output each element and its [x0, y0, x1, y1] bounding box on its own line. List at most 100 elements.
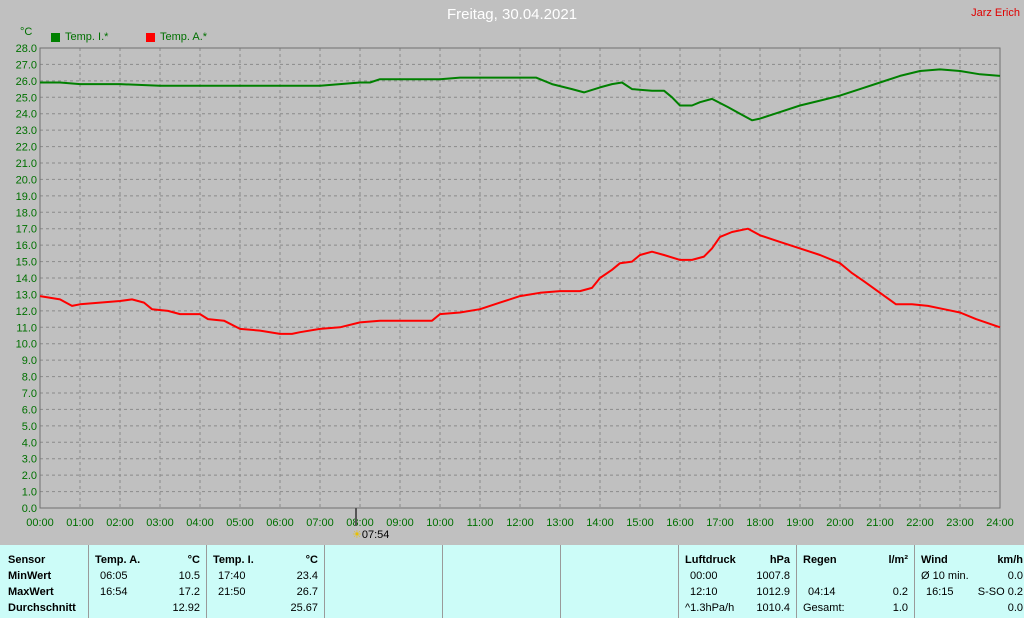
wind-unit: km/h	[997, 554, 1023, 566]
y-tick-label: 5.0	[22, 421, 37, 433]
x-tick-label: 09:00	[386, 517, 414, 529]
x-tick-label: 17:00	[706, 517, 734, 529]
legend-swatch-indoor	[51, 32, 60, 42]
y-tick-label: 0.0	[22, 503, 37, 515]
row-label-max: MaxWert	[8, 586, 54, 598]
y-tick-label: 2.0	[22, 470, 37, 482]
y-tick-label: 8.0	[22, 372, 37, 384]
temp-i-header: Temp. I.	[213, 554, 254, 566]
temp-i-unit: °C	[305, 554, 318, 566]
sensor-header: Sensor	[8, 554, 46, 566]
x-tick-label: 18:00	[746, 517, 774, 529]
y-axis-unit: °C	[20, 26, 33, 38]
y-tick-label: 22.0	[16, 142, 37, 154]
x-tick-label: 01:00	[66, 517, 94, 529]
y-tick-label: 19.0	[16, 191, 37, 203]
y-tick-label: 28.0	[16, 43, 37, 55]
wind-header: Wind	[921, 554, 948, 566]
y-tick-label: 15.0	[16, 257, 37, 269]
temp-a-column: Temp. A. °C 06:05 10.5 16:54 17.2 12.92	[88, 545, 206, 618]
temp-a-header: Temp. A.	[95, 554, 141, 566]
x-tick-label: 14:00	[586, 517, 614, 529]
temp-i-min: 23.4	[296, 570, 318, 582]
temp-a-min-time: 06:05	[100, 570, 128, 582]
legend-item-outdoor: Temp. A.*	[146, 31, 207, 43]
y-tick-label: 11.0	[16, 322, 37, 334]
x-tick-label: 06:00	[266, 517, 294, 529]
x-tick-label: 23:00	[946, 517, 974, 529]
x-tick-label: 03:00	[146, 517, 174, 529]
y-tick-label: 12.0	[16, 306, 37, 318]
x-tick-label: 20:00	[826, 517, 854, 529]
y-tick-label: 21.0	[16, 158, 37, 170]
y-tick-label: 23.0	[16, 125, 37, 137]
wind-avg-label: Ø 10 min.	[921, 570, 969, 582]
rain-unit: l/m²	[888, 554, 908, 566]
x-tick-label: 07:00	[306, 517, 334, 529]
plot-frame	[39, 47, 1001, 509]
wind-max-time: 16:15	[926, 586, 954, 598]
pressure-min: 1007.8	[756, 570, 790, 582]
y-tick-label: 24.0	[16, 109, 37, 121]
y-axis-ticks: 0.0 1.0 2.0 3.0 4.0 5.0 6.0 7.0 8.0 9.0 10.0 11.0 12…	[16, 43, 37, 515]
x-tick-label: 10:00	[426, 517, 454, 529]
x-tick-label: 05:00	[226, 517, 254, 529]
stats-table: Sensor MinWert MaxWert Durchschnitt Temp…	[0, 545, 1024, 618]
y-tick-label: 26.0	[16, 76, 37, 88]
x-tick-label: 19:00	[786, 517, 814, 529]
row-label-avg: Durchschnitt	[8, 602, 76, 614]
pressure-min-time: 00:00	[690, 570, 718, 582]
x-tick-label: 02:00	[106, 517, 134, 529]
x-tick-label: 16:00	[666, 517, 694, 529]
y-tick-label: 25.0	[16, 92, 37, 104]
temp-a-avg: 12.92	[172, 602, 200, 614]
x-tick-label: 12:00	[506, 517, 534, 529]
y-tick-label: 27.0	[16, 59, 37, 71]
sun-icon: ☀	[352, 529, 362, 541]
x-tick-label: 08:00	[346, 517, 374, 529]
wind-column: Wind km/h Ø 10 min. 0.0 16:15 S-SO 0.2 0…	[914, 545, 1024, 618]
temp-i-max: 26.7	[296, 586, 318, 598]
x-tick-label: 15:00	[626, 517, 654, 529]
rain-total-label: Gesamt:	[803, 602, 845, 614]
pressure-avg: 1010.4	[756, 602, 790, 614]
y-tick-label: 17.0	[16, 224, 37, 236]
legend-label-indoor: Temp. I.*	[65, 31, 109, 43]
row-label-min: MinWert	[8, 570, 52, 582]
x-tick-label: 21:00	[866, 517, 894, 529]
wind-avg: 0.0	[1007, 570, 1023, 582]
y-tick-label: 6.0	[22, 404, 37, 416]
y-tick-label: 18.0	[16, 207, 37, 219]
x-axis-ticks: 00:00 01:00 02:00 03:00 04:00 05:00 06:00 07:00…	[26, 517, 1014, 529]
rain-max-time: 04:14	[808, 586, 836, 598]
rain-header: Regen	[803, 554, 837, 566]
pressure-header: Luftdruck	[685, 554, 736, 566]
pressure-max-time: 12:10	[690, 586, 718, 598]
temp-i-max-time: 21:50	[218, 586, 246, 598]
chart-title: Freitag, 30.04.2021	[446, 6, 578, 23]
rain-max: 0.2	[892, 586, 908, 598]
legend-item-indoor: Temp. I.*	[51, 31, 108, 43]
temp-i-min-time: 17:40	[218, 570, 246, 582]
wind-max: S-SO 0.2	[977, 586, 1023, 598]
pressure-column: Luftdruck hPa 00:00 1007.8 12:10 1012.9 …	[678, 545, 796, 618]
pressure-unit: hPa	[769, 554, 790, 566]
legend-label-outdoor: Temp. A.*	[160, 31, 208, 43]
temp-a-max-time: 16:54	[100, 586, 128, 598]
y-tick-label: 1.0	[22, 487, 37, 499]
wind-last: 0.0	[1007, 602, 1023, 614]
temp-i-avg: 25.67	[290, 602, 318, 614]
y-tick-label: 7.0	[22, 388, 37, 400]
y-tick-label: 3.0	[22, 454, 37, 466]
x-tick-label: 24:00	[986, 517, 1014, 529]
sunrise-label: ☀07:54	[352, 528, 389, 541]
y-tick-label: 10.0	[16, 339, 37, 351]
x-tick-label: 00:00	[26, 517, 54, 529]
sunrise-time: 07:54	[361, 529, 390, 541]
empty-column-1	[324, 545, 442, 618]
series-line-outdoor	[39, 227, 1001, 335]
y-tick-label: 9.0	[22, 355, 37, 367]
pressure-trend: ^1.3hPa/h	[685, 602, 735, 614]
temp-a-unit: °C	[187, 554, 200, 566]
x-tick-label: 13:00	[546, 517, 574, 529]
